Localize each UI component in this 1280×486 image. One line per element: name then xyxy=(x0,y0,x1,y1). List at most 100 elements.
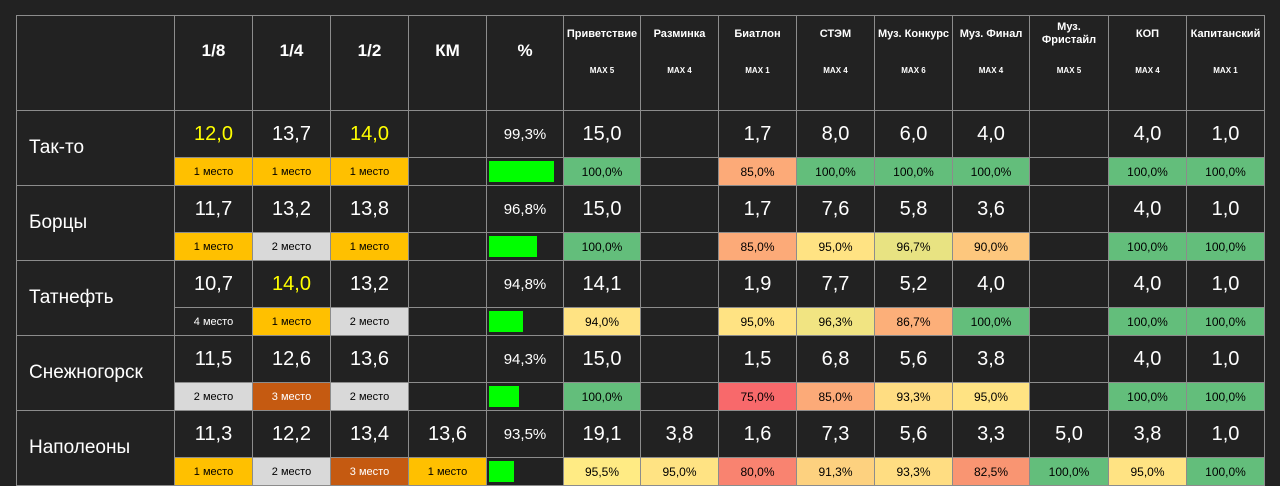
header-round-3: КМ xyxy=(408,15,487,111)
round-score: 13,7 xyxy=(252,110,331,158)
percent-total: 96,8% xyxy=(486,185,564,233)
place-badge: 1 место xyxy=(174,457,253,486)
round-score xyxy=(408,185,487,233)
round-score: 13,6 xyxy=(330,335,409,383)
contest-score: 3,8 xyxy=(1108,410,1187,458)
contest-percent: 100,0% xyxy=(1186,382,1265,411)
contest-percent: 96,7% xyxy=(874,232,953,261)
contest-percent: 100,0% xyxy=(874,157,953,186)
contest-percent: 100,0% xyxy=(563,232,641,261)
contest-percent: 100,0% xyxy=(1186,307,1265,336)
contest-name: Капитанский xyxy=(1190,27,1261,40)
team-name: Борцы xyxy=(16,185,175,261)
header-round-label: 1/2 xyxy=(357,41,382,60)
contest-percent: 86,7% xyxy=(874,307,953,336)
contest-percent: 100,0% xyxy=(1186,457,1265,486)
contest-percent: 82,5% xyxy=(952,457,1030,486)
contest-score: 3,6 xyxy=(952,185,1030,233)
contest-percent: 90,0% xyxy=(952,232,1030,261)
contest-score xyxy=(1029,260,1109,308)
contest-percent: 94,0% xyxy=(563,307,641,336)
contest-score: 15,0 xyxy=(563,185,641,233)
team-subrow: 1 место 2 место 1 место 100,0% 85,0% 95,0% 96,… xyxy=(17,232,1265,261)
results-table: 1/8 1/4 1/2 КМ% Приветствие MAX 5 Разминка MAX … xyxy=(16,15,1265,486)
round-score: 12,2 xyxy=(252,410,331,458)
contest-percent: 80,0% xyxy=(718,457,797,486)
contest-score: 1,7 xyxy=(718,185,797,233)
contest-name: Муз. Финал xyxy=(959,27,1023,40)
contest-percent xyxy=(640,232,719,261)
contest-percent: 85,0% xyxy=(796,382,875,411)
percent-bar-cell xyxy=(486,382,564,411)
header-contest-6: Муз. Фристайл MAX 5 xyxy=(1029,15,1109,111)
contest-percent: 91,3% xyxy=(796,457,875,486)
contest-percent: 100,0% xyxy=(1108,232,1187,261)
contest-score: 4,0 xyxy=(1108,260,1187,308)
percent-total: 94,8% xyxy=(486,260,564,308)
contest-score xyxy=(640,335,719,383)
contest-percent xyxy=(1029,157,1109,186)
header-round-2: 1/2 xyxy=(330,15,409,111)
round-score xyxy=(408,260,487,308)
header-contest-1: Разминка MAX 4 xyxy=(640,15,719,111)
percent-bar xyxy=(489,161,554,182)
header-contest-2: Биатлон MAX 1 xyxy=(718,15,797,111)
contest-max: MAX 4 xyxy=(823,66,848,75)
place-badge: 4 место xyxy=(174,307,253,336)
team-row: Наполеоны 11,3 12,2 13,4 13,6 93,5% 19,1 3,8 1,6… xyxy=(16,410,1265,486)
header-round-0: 1/8 xyxy=(174,15,253,111)
place-badge: 1 место xyxy=(252,307,331,336)
contest-score xyxy=(1029,110,1109,158)
team-row: Татнефть 10,7 14,0 13,2 94,8% 14,1 1,9 7,7 5,2 4,… xyxy=(16,260,1265,336)
header-contest-4: Муз. Конкурс MAX 6 xyxy=(874,15,953,111)
header-contest-3: СТЭМ MAX 4 xyxy=(796,15,875,111)
contest-percent: 95,0% xyxy=(796,232,875,261)
contest-score: 3,3 xyxy=(952,410,1030,458)
contest-percent: 95,0% xyxy=(640,457,719,486)
place-badge xyxy=(408,382,487,411)
contest-percent: 100,0% xyxy=(1029,457,1109,486)
place-badge: 1 место xyxy=(174,232,253,261)
contest-percent: 95,0% xyxy=(1108,457,1187,486)
round-score: 13,6 xyxy=(408,410,487,458)
contest-score xyxy=(640,185,719,233)
round-score: 11,5 xyxy=(174,335,253,383)
place-badge: 2 место xyxy=(330,382,409,411)
place-badge: 1 место xyxy=(330,157,409,186)
contest-score xyxy=(640,260,719,308)
contest-score: 15,0 xyxy=(563,110,641,158)
header-round-label: % xyxy=(517,41,533,60)
contest-percent: 100,0% xyxy=(952,307,1030,336)
contest-score: 7,6 xyxy=(796,185,875,233)
contest-percent xyxy=(1029,232,1109,261)
percent-bar xyxy=(489,236,537,257)
round-score: 14,0 xyxy=(330,110,409,158)
header-contest-5: Муз. Финал MAX 4 xyxy=(952,15,1030,111)
percent-bar xyxy=(489,461,514,482)
contest-score: 7,7 xyxy=(796,260,875,308)
round-score: 12,6 xyxy=(252,335,331,383)
contest-percent: 85,0% xyxy=(718,232,797,261)
round-score: 10,7 xyxy=(174,260,253,308)
header-round-label: 1/4 xyxy=(279,41,304,60)
contest-score: 1,7 xyxy=(718,110,797,158)
team-row: Снежногорск 11,5 12,6 13,6 94,3% 15,0 1,5 6,8 5,… xyxy=(16,335,1265,411)
contest-max: MAX 1 xyxy=(1213,66,1238,75)
round-score: 12,0 xyxy=(174,110,253,158)
contest-percent: 100,0% xyxy=(1108,307,1187,336)
contest-percent: 100,0% xyxy=(1186,232,1265,261)
team-name: Татнефть xyxy=(16,260,175,336)
contest-score: 1,0 xyxy=(1186,260,1265,308)
contest-score: 5,6 xyxy=(874,335,953,383)
team-row: Так-то 12,0 13,7 14,0 99,3% 15,0 1,7 8,0 6,0 4,0 4… xyxy=(16,110,1265,186)
contest-percent xyxy=(1029,382,1109,411)
contest-score: 3,8 xyxy=(952,335,1030,383)
contest-percent: 75,0% xyxy=(718,382,797,411)
contest-score: 4,0 xyxy=(1108,185,1187,233)
percent-bar-cell xyxy=(486,157,564,186)
team-name: Наполеоны xyxy=(16,410,175,486)
contest-score: 1,0 xyxy=(1186,110,1265,158)
contest-percent: 93,3% xyxy=(874,382,953,411)
team-subrow: 2 место 3 место 2 место 100,0% 75,0% 85,0% 93,… xyxy=(17,382,1265,411)
contest-name: Муз. Конкурс xyxy=(877,27,950,40)
